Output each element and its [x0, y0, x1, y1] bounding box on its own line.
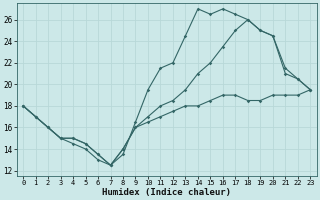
X-axis label: Humidex (Indice chaleur): Humidex (Indice chaleur) — [102, 188, 231, 197]
